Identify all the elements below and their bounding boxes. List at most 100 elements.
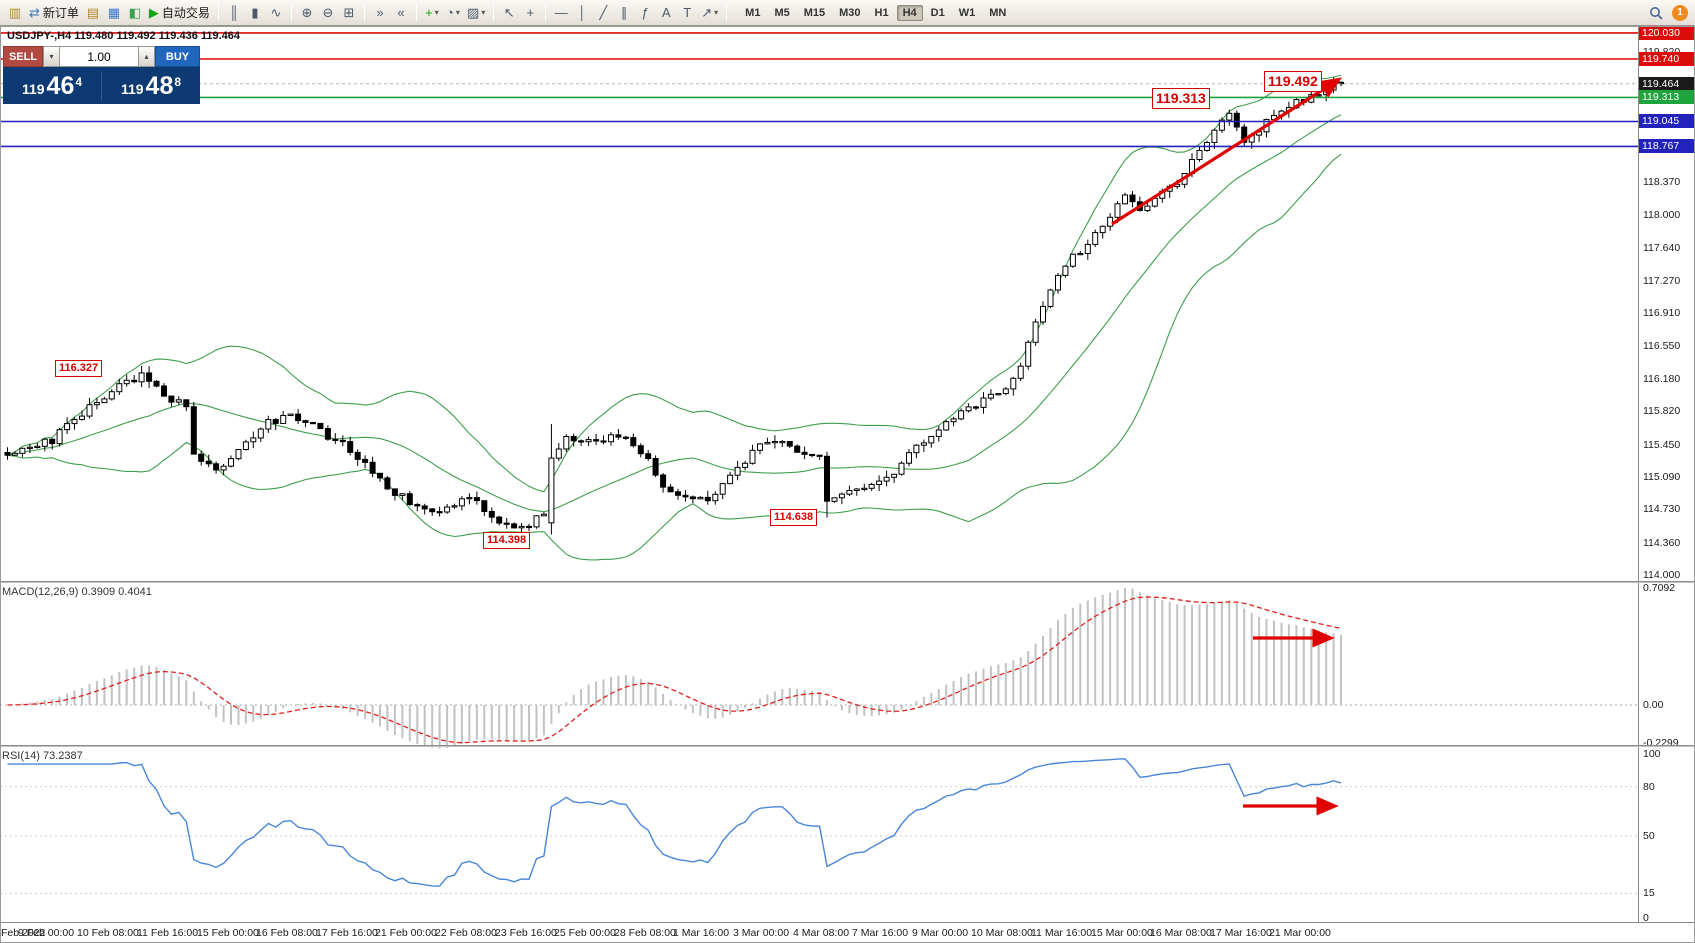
price-axis[interactable]: 119.820118.370118.000117.640117.270116.9… xyxy=(1638,26,1695,924)
trend-arrows[interactable] xyxy=(1111,77,1343,816)
price-annotation[interactable]: 119.313 xyxy=(1152,88,1210,109)
bid-prefix: 119 xyxy=(21,80,45,97)
macd-axis-label: 0.00 xyxy=(1643,699,1664,711)
periods-icon[interactable]: ◔ ▾ xyxy=(443,3,463,23)
price-axis-label: 116.550 xyxy=(1643,340,1681,352)
price-axis-label: 116.910 xyxy=(1643,307,1681,319)
time-axis-label: 9 Feb 00:00 xyxy=(18,927,75,939)
new-order-button-label: 新订单 xyxy=(42,6,79,20)
price-annotation[interactable]: 116.327 xyxy=(55,360,103,377)
text-icon[interactable]: A xyxy=(656,3,676,23)
cursor-icon[interactable]: ↖ xyxy=(499,3,519,23)
notification-badge[interactable]: 1 xyxy=(1672,4,1688,21)
volume-increase-button[interactable]: ▴ xyxy=(138,46,155,67)
toolbar-right: 1 xyxy=(1646,3,1690,23)
timeframe-w1-button[interactable]: W1 xyxy=(958,6,976,19)
sell-button[interactable]: SELL xyxy=(3,46,43,67)
ask-main: 48 xyxy=(145,71,174,100)
search-icon-glyph xyxy=(1650,6,1663,20)
horizontal-line-icon[interactable]: — xyxy=(551,3,571,23)
price-axis-label: 116.180 xyxy=(1643,373,1681,385)
crosshair-icon-glyph: + xyxy=(526,5,535,20)
timeframe-m5-button[interactable]: M5 xyxy=(774,6,790,19)
data-window-icon[interactable]: ◧ xyxy=(125,3,145,23)
channel-icon[interactable]: ∥ xyxy=(614,3,634,23)
price-axis-label: 114.000 xyxy=(1643,569,1681,581)
toolbar-icon-groups: ▥ ⇄ 新订单 ▤ ▦ ◧ ▶ 自动交易 ║ ▮ ∿ ⊕ ⊖ ⊞» «+ ▾ ◔ ▾ ▨ ▾ ↖ + — │ ╱ ∥ ƒ A T ↗ ▾ xyxy=(5,3,731,23)
price-axis-label: 118.370 xyxy=(1643,176,1681,188)
time-axis-label: Feb 2022 xyxy=(1,927,46,939)
toolbar-separator xyxy=(415,4,417,21)
indicators-icon[interactable]: + ▾ xyxy=(422,3,442,23)
tile-windows-icon-glyph: ⊞ xyxy=(343,5,355,20)
new-chart-icon[interactable]: ▥ xyxy=(5,3,25,23)
templates-icon[interactable]: ▨ ▾ xyxy=(464,3,488,23)
label-icon[interactable]: T xyxy=(677,3,697,23)
zoom-in-icon[interactable]: ⊕ xyxy=(297,3,317,23)
time-axis-label: 9 Mar 00:00 xyxy=(912,927,969,939)
one-click-controls: SELL ▾ ▴ BUY xyxy=(3,46,200,67)
new-order-button-glyph: ⇄ xyxy=(29,5,40,20)
periods-icon-caret[interactable]: ▾ xyxy=(455,8,460,17)
autotrading-button-glyph: ▶ xyxy=(148,5,159,20)
price-annotation[interactable]: 114.398 xyxy=(483,532,531,549)
time-axis-label: 23 Feb 16:00 xyxy=(495,927,557,939)
bid-price[interactable]: 119 46 4 xyxy=(3,71,101,101)
bar-chart-icon-glyph: ║ xyxy=(229,5,239,20)
timeframe-d1-button[interactable]: D1 xyxy=(930,6,945,19)
price-axis-label: 117.640 xyxy=(1643,242,1681,254)
text-icon-glyph: A xyxy=(661,5,671,20)
search-icon[interactable] xyxy=(1646,3,1666,23)
auto-scroll-icon-glyph: » xyxy=(376,5,384,20)
vertical-line-icon[interactable]: │ xyxy=(572,3,592,23)
candlestick-chart-icon[interactable]: ▮ xyxy=(245,3,265,23)
new-order-button[interactable]: ⇄ 新订单 xyxy=(26,3,82,23)
volume-input[interactable] xyxy=(60,46,138,67)
one-click-prices: 119 46 4 119 48 8 xyxy=(3,67,200,104)
volume-decrease-button[interactable]: ▾ xyxy=(43,46,60,67)
time-axis-label: 16 Feb 08:00 xyxy=(256,927,318,939)
timeframe-m1-button[interactable]: M1 xyxy=(745,6,761,19)
zoom-out-icon[interactable]: ⊖ xyxy=(318,3,338,23)
candlestick-chart-icon-glyph: ▮ xyxy=(251,5,259,20)
time-axis[interactable]: Feb 2022 9 Feb 00:00 10 Feb 08:00 11 Feb 16… xyxy=(0,922,1695,943)
price-level-badge: 119.740 xyxy=(1639,52,1695,66)
timeframe-m30-button[interactable]: M30 xyxy=(839,6,861,19)
rsi-axis-label: 80 xyxy=(1643,781,1655,793)
tile-windows-icon[interactable]: ⊞ xyxy=(339,3,359,23)
line-chart-icon[interactable]: ∿ xyxy=(266,3,286,23)
market-watch-icon[interactable]: ▦ xyxy=(104,3,124,23)
zoom-in-icon-glyph: ⊕ xyxy=(301,5,313,20)
auto-scroll-icon[interactable]: » xyxy=(370,3,390,23)
buy-button[interactable]: BUY xyxy=(155,46,200,67)
rsi-panel-splitter[interactable] xyxy=(0,745,1695,747)
rsi-line xyxy=(7,758,1342,887)
level-lines[interactable] xyxy=(0,32,1638,148)
toolbar-separator xyxy=(545,4,547,21)
crosshair-icon[interactable]: + xyxy=(520,3,540,23)
chart-shift-icon[interactable]: « xyxy=(391,3,411,23)
price-axis-label: 114.360 xyxy=(1643,537,1681,549)
timeframe-m15-button[interactable]: M15 xyxy=(803,6,826,19)
horizontal-line-icon-glyph: — xyxy=(554,5,568,20)
timeframe-h4-button[interactable]: H4 xyxy=(896,4,923,21)
autotrading-button[interactable]: ▶ 自动交易 xyxy=(146,3,213,23)
templates-icon-caret[interactable]: ▾ xyxy=(481,8,486,17)
arrows-icon[interactable]: ↗ ▾ xyxy=(698,3,721,23)
ask-prefix: 119 xyxy=(120,80,144,97)
timeframe-h1-button[interactable]: H1 xyxy=(874,6,889,19)
bar-chart-icon[interactable]: ║ xyxy=(224,3,244,23)
arrows-icon-caret[interactable]: ▾ xyxy=(714,8,719,17)
indicators-icon-caret[interactable]: ▾ xyxy=(434,8,439,17)
price-annotation[interactable]: 114.638 xyxy=(770,509,818,526)
trendline-icon[interactable]: ╱ xyxy=(593,3,613,23)
profiles-icon[interactable]: ▤ xyxy=(83,3,103,23)
new-chart-icon-glyph: ▥ xyxy=(8,5,22,20)
price-annotation[interactable]: 119.492 xyxy=(1264,71,1322,92)
ask-price[interactable]: 119 48 8 xyxy=(102,71,200,101)
price-axis-label: 115.450 xyxy=(1643,439,1681,451)
macd-panel-splitter[interactable] xyxy=(0,581,1695,583)
fibonacci-icon[interactable]: ƒ xyxy=(635,3,655,23)
timeframe-mn-button[interactable]: MN xyxy=(989,6,1007,19)
